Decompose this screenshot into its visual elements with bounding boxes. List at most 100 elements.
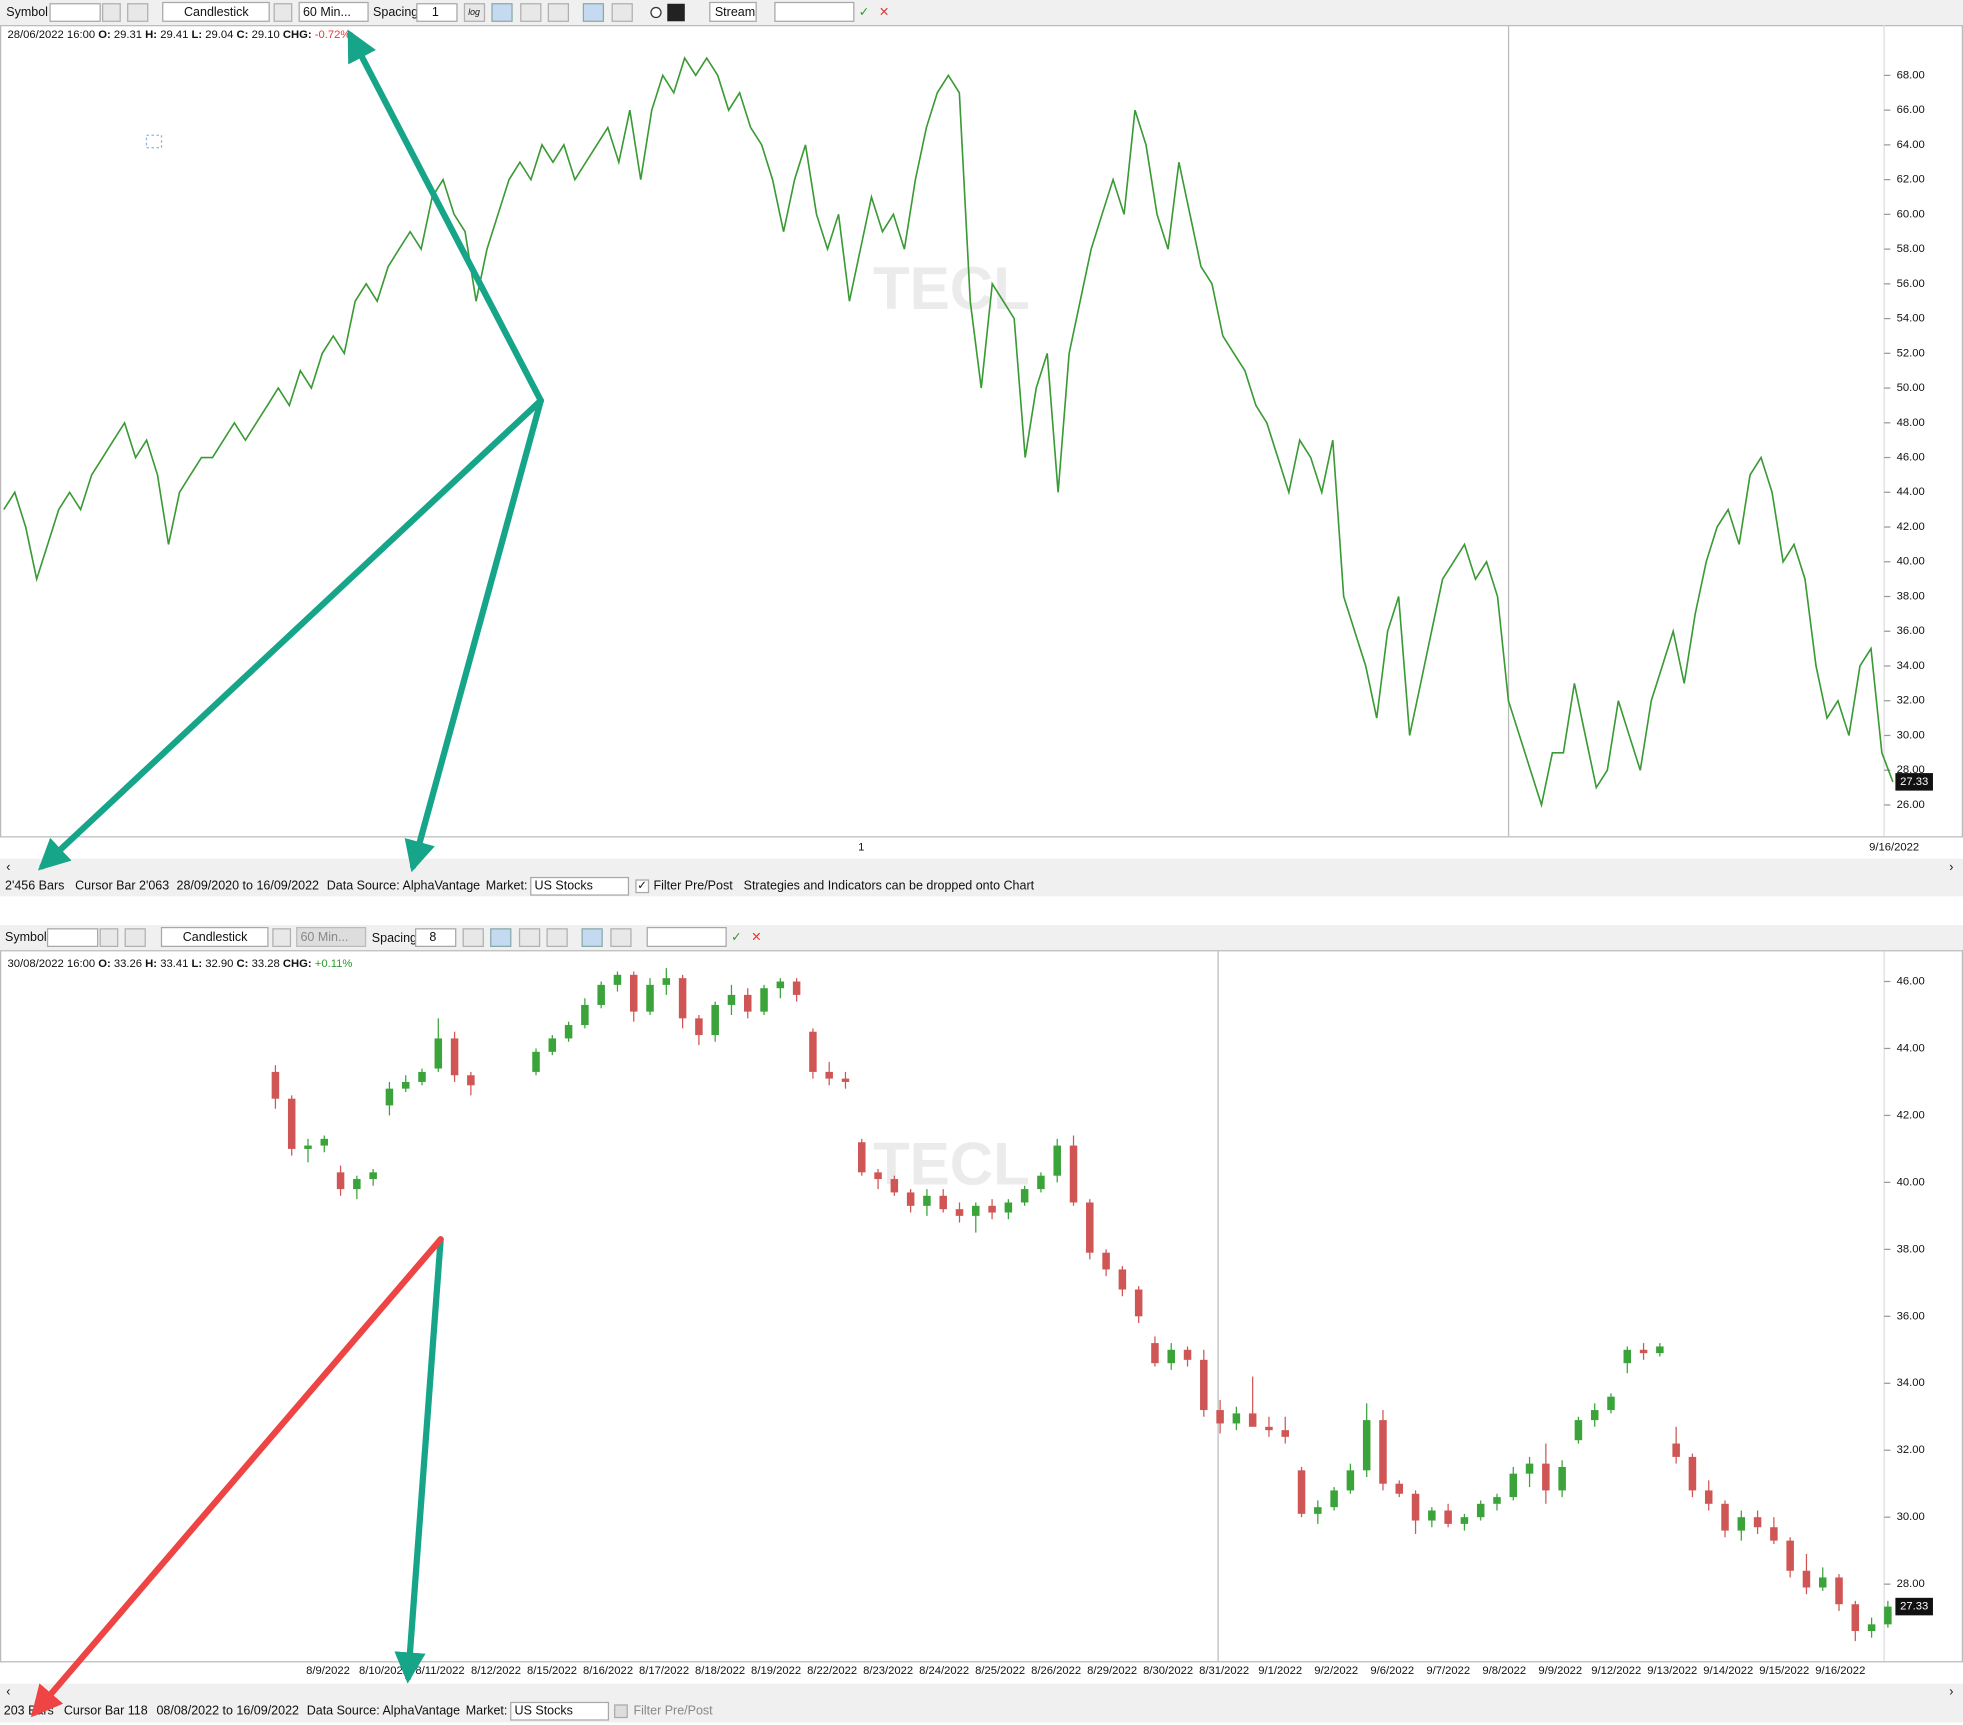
spacing-input[interactable] (415, 928, 457, 947)
stream-button[interactable] (709, 1, 757, 22)
scroll-left[interactable]: ‹ (6, 1685, 10, 1699)
filter-label: Filter Pre/Post (633, 1704, 713, 1718)
y-tick-label: 34.00 (1897, 1377, 1925, 1389)
data-source: Data Source: AlphaVantage (327, 879, 480, 893)
market-label: Market: (486, 879, 528, 893)
check-mark: ✓ (637, 880, 646, 892)
candle-body (1672, 1443, 1680, 1457)
symbol-label: Symbol (6, 5, 48, 19)
icon-button[interactable] (546, 928, 568, 947)
log-button[interactable] (463, 3, 486, 22)
ok-icon[interactable]: ✓ (859, 5, 869, 19)
spacing-value: 8 (429, 930, 436, 944)
icon-button[interactable] (127, 3, 149, 22)
scrollbar[interactable] (0, 858, 1963, 877)
candle-body (1004, 1202, 1013, 1213)
icon-button[interactable] (547, 3, 569, 22)
dropdown[interactable] (774, 1, 855, 22)
symbol-input[interactable] (46, 928, 99, 947)
candle-body (1037, 1175, 1045, 1190)
candle-body (287, 1098, 296, 1149)
icon-button[interactable] (581, 928, 603, 947)
icon-button[interactable] (490, 928, 512, 947)
icon-button[interactable] (520, 3, 542, 22)
cursor-bar: Cursor Bar 2'063 (75, 879, 169, 893)
scroll-right[interactable]: › (1949, 1685, 1953, 1699)
icon-button[interactable] (102, 3, 121, 22)
candle-body (1884, 1606, 1892, 1625)
filter-checkbox (614, 1704, 628, 1719)
cancel-icon[interactable]: ✕ (751, 930, 761, 944)
candle-body (1835, 1577, 1843, 1605)
candle-body (792, 981, 801, 995)
candle-body (434, 1038, 443, 1069)
icon-button[interactable] (491, 3, 513, 22)
candle-body (874, 1172, 882, 1180)
spacing-input[interactable] (416, 3, 458, 22)
scroll-left[interactable]: ‹ (6, 860, 10, 874)
y-tick-label: 66.00 (1897, 104, 1925, 116)
candle-body (955, 1209, 964, 1216)
settings-button[interactable] (273, 3, 293, 22)
x-tick-label: 9/6/2022 (1370, 1665, 1414, 1677)
candle-body (809, 1031, 817, 1072)
radio[interactable] (650, 6, 662, 19)
filter-checkbox[interactable] (635, 879, 650, 894)
market-dropdown[interactable] (510, 1701, 610, 1721)
arrow (394, 1236, 444, 1684)
icon-button[interactable] (518, 928, 541, 947)
ok-icon[interactable]: ✓ (731, 930, 741, 944)
x-tick-label: 8/23/2022 (863, 1665, 913, 1677)
icon-button[interactable] (582, 3, 605, 22)
candle-body (1542, 1463, 1550, 1491)
y-tick-label: 32.00 (1897, 695, 1925, 707)
last-price-label: 27.33 (1900, 1601, 1928, 1613)
style-dropdown[interactable] (162, 1, 270, 22)
style-dropdown[interactable] (160, 926, 269, 947)
icon-button[interactable] (611, 3, 633, 22)
toolbar: Symbol Candlestick 60 Min... Spacing 8 ✓… (0, 925, 1963, 951)
candle-body (1362, 1420, 1371, 1471)
x-tick-label: 8/30/2022 (1143, 1665, 1193, 1677)
candle-body (629, 974, 638, 1012)
x-tick-label: 9/13/2022 (1647, 1665, 1697, 1677)
x-tick-label: 8/16/2022 (583, 1665, 633, 1677)
candle-body (1248, 1413, 1257, 1427)
candle-body (1053, 1145, 1061, 1176)
cancel-icon[interactable]: ✕ (879, 5, 889, 19)
y-tick-label: 44.00 (1897, 1042, 1925, 1054)
info-value: 33.28 (252, 958, 280, 970)
y-tick-label: 30.00 (1897, 729, 1925, 741)
candle-body (760, 988, 768, 1012)
arrow (30, 1236, 444, 1718)
candle-body (1428, 1510, 1436, 1521)
market-dropdown[interactable] (530, 876, 630, 896)
toolbar-bg (0, 925, 1963, 951)
dropdown[interactable] (646, 926, 727, 947)
icon-button[interactable] (99, 928, 119, 947)
date-range: 08/08/2022 to 16/09/2022 (156, 1704, 299, 1718)
candle-body (548, 1038, 557, 1052)
candle-body (1721, 1503, 1729, 1531)
scroll-right[interactable]: › (1949, 860, 1953, 874)
candle-body (1346, 1470, 1355, 1491)
info-label: L: (192, 29, 203, 41)
candle-body (1509, 1473, 1518, 1498)
candle-body (1200, 1359, 1208, 1411)
y-tick-label: 38.00 (1897, 590, 1925, 602)
symbol-input[interactable] (49, 3, 101, 22)
candle-body (988, 1205, 996, 1213)
x-tick-label: 8/12/2022 (471, 1665, 521, 1677)
candle-body (841, 1078, 850, 1082)
x-tick-label: 9/16/2022 (1869, 841, 1919, 853)
scrollbar[interactable] (0, 1683, 1963, 1702)
icon-button[interactable] (462, 928, 484, 947)
x-tick-label: 8/9/2022 (306, 1665, 350, 1677)
interval-dropdown[interactable] (298, 1, 369, 22)
icon-button[interactable] (610, 928, 632, 947)
icon-button[interactable] (124, 928, 146, 947)
candle-body (532, 1051, 540, 1072)
candle-body (1281, 1430, 1290, 1437)
bottom-chart: TECL 30/08/2022 16:00 O: 33.26 H: 33.41 L… (8, 951, 1933, 1677)
icon-button[interactable] (667, 3, 685, 22)
